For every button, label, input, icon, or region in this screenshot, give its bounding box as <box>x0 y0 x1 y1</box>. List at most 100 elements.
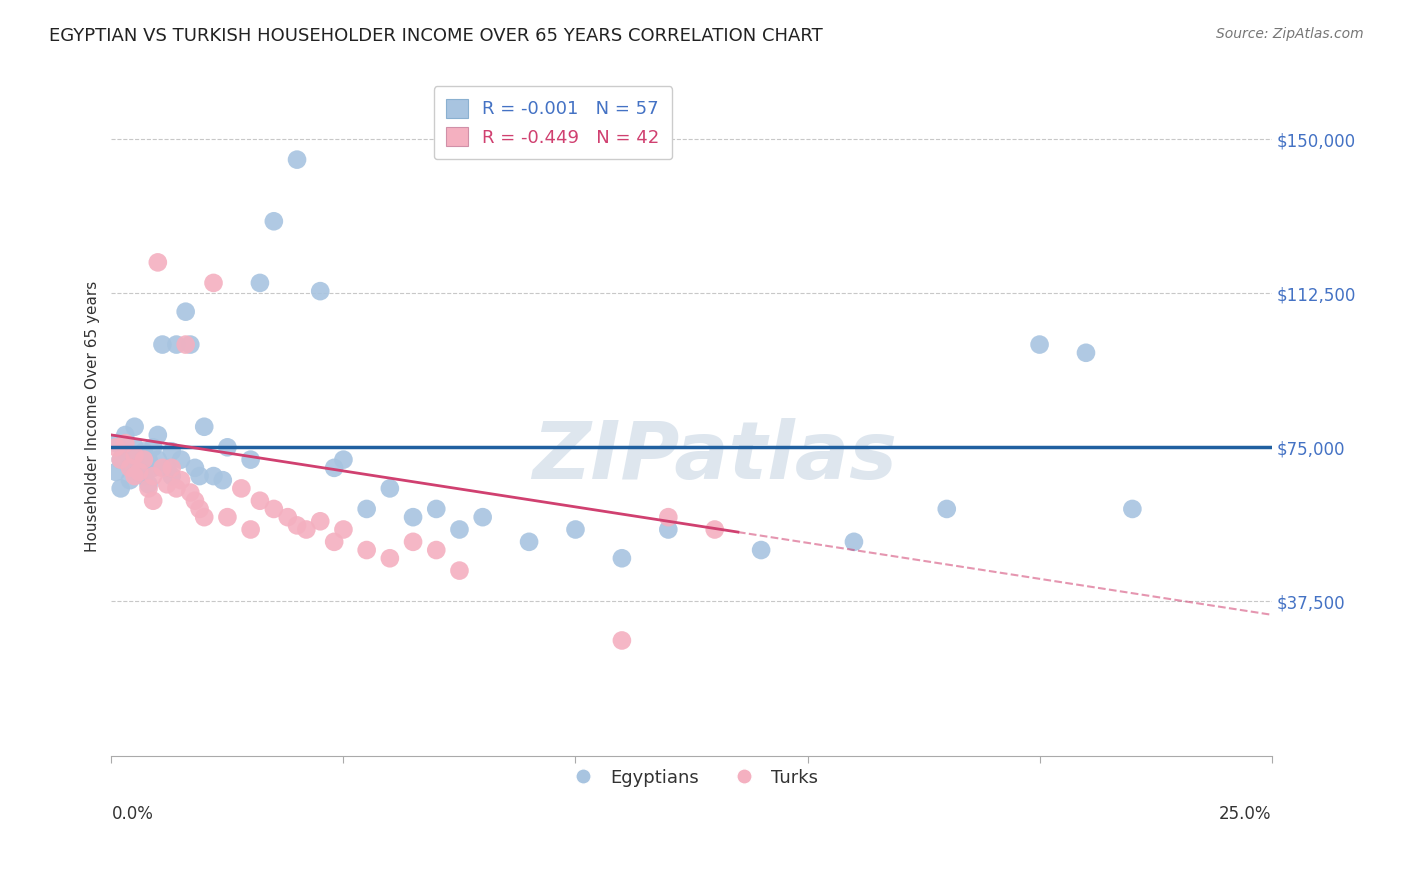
Point <box>217 440 239 454</box>
Point <box>202 469 225 483</box>
Point <box>179 337 201 351</box>
Point <box>118 461 141 475</box>
Point <box>160 461 183 475</box>
Point <box>146 255 169 269</box>
Point <box>165 337 187 351</box>
Point <box>138 452 160 467</box>
Point <box>114 428 136 442</box>
Point <box>132 469 155 483</box>
Point <box>118 457 141 471</box>
Point <box>610 633 633 648</box>
Point <box>277 510 299 524</box>
Point <box>217 510 239 524</box>
Point <box>174 337 197 351</box>
Point <box>211 473 233 487</box>
Point <box>105 436 128 450</box>
Point <box>402 510 425 524</box>
Point <box>1074 345 1097 359</box>
Point <box>124 449 146 463</box>
Point <box>138 477 160 491</box>
Point <box>132 444 155 458</box>
Point <box>402 534 425 549</box>
Point <box>332 523 354 537</box>
Point <box>114 444 136 458</box>
Point <box>749 543 772 558</box>
Point <box>110 482 132 496</box>
Point <box>124 469 146 483</box>
Point <box>449 523 471 537</box>
Point <box>309 284 332 298</box>
Point <box>165 482 187 496</box>
Point <box>295 523 318 537</box>
Point <box>249 276 271 290</box>
Point <box>449 564 471 578</box>
Point <box>160 444 183 458</box>
Text: 0.0%: 0.0% <box>111 805 153 822</box>
Text: EGYPTIAN VS TURKISH HOUSEHOLDER INCOME OVER 65 YEARS CORRELATION CHART: EGYPTIAN VS TURKISH HOUSEHOLDER INCOME O… <box>49 27 823 45</box>
Point <box>425 502 447 516</box>
Point <box>142 440 165 454</box>
Point <box>657 523 679 537</box>
Point <box>184 493 207 508</box>
Point <box>378 482 401 496</box>
Point <box>179 485 201 500</box>
Text: 25.0%: 25.0% <box>1219 805 1271 822</box>
Point <box>249 493 271 508</box>
Point <box>114 436 136 450</box>
Point <box>188 469 211 483</box>
Point <box>285 153 308 167</box>
Point <box>517 534 540 549</box>
Point <box>160 469 183 483</box>
Legend: Egyptians, Turks: Egyptians, Turks <box>558 762 825 794</box>
Point <box>142 461 165 475</box>
Point <box>128 461 150 475</box>
Point <box>105 440 128 454</box>
Point <box>152 337 174 351</box>
Point <box>703 523 725 537</box>
Text: ZIPatlas: ZIPatlas <box>533 418 897 496</box>
Point <box>193 419 215 434</box>
Point <box>1028 337 1050 351</box>
Point <box>124 419 146 434</box>
Point <box>142 493 165 508</box>
Point <box>184 461 207 475</box>
Point <box>170 473 193 487</box>
Point <box>188 502 211 516</box>
Point <box>156 477 179 491</box>
Point <box>564 523 586 537</box>
Point <box>146 428 169 442</box>
Point <box>110 452 132 467</box>
Point <box>356 502 378 516</box>
Point <box>202 276 225 290</box>
Point <box>610 551 633 566</box>
Point <box>231 482 253 496</box>
Point <box>425 543 447 558</box>
Point <box>142 469 165 483</box>
Point <box>118 473 141 487</box>
Point <box>1121 502 1143 516</box>
Point <box>935 502 957 516</box>
Point <box>174 304 197 318</box>
Point <box>132 452 155 467</box>
Point <box>842 534 865 549</box>
Point <box>152 461 174 475</box>
Point <box>657 510 679 524</box>
Point <box>356 543 378 558</box>
Point <box>146 452 169 467</box>
Point <box>239 523 262 537</box>
Point <box>110 452 132 467</box>
Point <box>193 510 215 524</box>
Point <box>378 551 401 566</box>
Text: Source: ZipAtlas.com: Source: ZipAtlas.com <box>1216 27 1364 41</box>
Point <box>156 461 179 475</box>
Point <box>263 502 285 516</box>
Point <box>138 482 160 496</box>
Point <box>124 440 146 454</box>
Point <box>323 461 346 475</box>
Point <box>128 465 150 479</box>
Point <box>285 518 308 533</box>
Point <box>105 465 128 479</box>
Point <box>323 534 346 549</box>
Point <box>309 514 332 528</box>
Point <box>332 452 354 467</box>
